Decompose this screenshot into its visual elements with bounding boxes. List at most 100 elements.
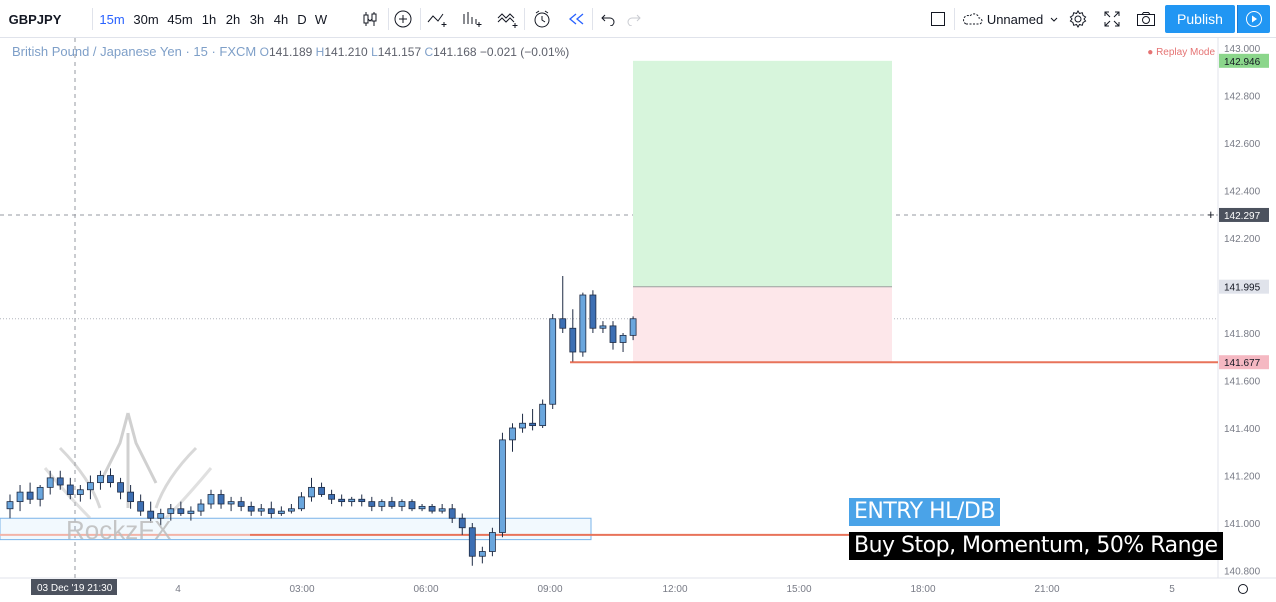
price-tick-label: 142.800 (1224, 92, 1261, 103)
symbol-search-button[interactable]: GBPJPY (8, 11, 62, 27)
compare-add-icon[interactable] (389, 0, 417, 38)
entry-price-label: 141.995 (1224, 283, 1261, 294)
candle-up (227, 501, 235, 505)
candle-down (609, 325, 617, 343)
candle-down (127, 491, 134, 503)
publish-button[interactable]: Publish (1165, 5, 1235, 33)
indicators-icon[interactable] (424, 0, 452, 38)
replay-rewind-icon[interactable] (563, 0, 591, 38)
alert-clock-icon[interactable] (528, 0, 556, 38)
candle-down (66, 484, 74, 495)
time-tick-label: 03:00 (289, 584, 314, 595)
interval-2h[interactable]: 2h (225, 11, 241, 27)
candle-down (559, 318, 567, 329)
candle-up (308, 486, 315, 498)
watermark-stroke (154, 446, 198, 509)
watermark-stroke (126, 412, 158, 484)
publish-options-play-icon[interactable] (1237, 5, 1270, 33)
select-square-icon[interactable] (924, 0, 952, 38)
interval-4h[interactable]: 4h (273, 11, 289, 27)
interval-W[interactable]: W (314, 11, 328, 27)
undo-icon[interactable] (594, 0, 622, 38)
candle-down (267, 508, 275, 514)
candle-down (137, 501, 145, 512)
crosshair-time-bg (31, 579, 117, 595)
candle-down (468, 527, 476, 557)
candle-up (539, 403, 547, 427)
fullscreen-icon[interactable] (1098, 0, 1126, 38)
chart-type-candles-icon[interactable] (356, 0, 384, 38)
financials-icon[interactable] (458, 0, 486, 38)
interval-30m[interactable]: 30m (133, 11, 159, 27)
top-toolbar: GBPJPY 15m 30m 45m 1h 2h 3h 4h D W Unnamed (0, 0, 1276, 38)
entry-detail-label: Buy Stop, Momentum, 50% Range (849, 532, 1223, 560)
interval-D[interactable]: D (297, 11, 307, 27)
price-tick-label: 141.600 (1224, 377, 1261, 388)
candle-up (629, 318, 637, 336)
price-tick-label: 142.600 (1224, 139, 1261, 150)
candle-up (207, 494, 215, 505)
settings-gear-icon[interactable] (1064, 0, 1092, 38)
low-value: 141.157 (377, 45, 422, 59)
snapshot-camera-icon[interactable] (1132, 0, 1160, 38)
candle-up (438, 508, 446, 512)
crosshair-price-label: 142.297 (1224, 211, 1261, 222)
watermark-stroke (43, 467, 92, 520)
candle-up (619, 334, 627, 343)
candle-down (147, 510, 155, 519)
toolbar-divider (524, 8, 525, 30)
candle-down (569, 327, 577, 353)
candle-up (46, 477, 54, 488)
interval-15m[interactable]: 15m (99, 11, 125, 27)
time-tick-label: 09:00 (537, 584, 562, 595)
layout-name-button[interactable]: Unnamed (960, 0, 1060, 38)
candle-up (298, 496, 305, 510)
high-value: 141.210 (324, 45, 368, 59)
candle-down (408, 501, 416, 510)
layout-name: Unnamed (986, 11, 1044, 27)
stop-price-label-bg (1219, 355, 1269, 370)
entry-price-label-bg (1219, 279, 1269, 294)
candle-up (499, 439, 506, 533)
time-tick-label: 21:00 (1034, 584, 1059, 595)
interval-1h[interactable]: 1h (201, 11, 217, 27)
price-chart[interactable]: 143.000142.800142.600142.400142.200142.0… (0, 38, 1276, 602)
candle-down (338, 498, 346, 503)
candle-up (287, 508, 295, 512)
candle-down (318, 486, 325, 495)
candle-down (56, 477, 64, 486)
candle-down (428, 505, 436, 512)
crosshair-plus-icon: + (1207, 207, 1215, 222)
candle-up (87, 482, 94, 491)
candle-down (358, 498, 366, 503)
candle-down (388, 501, 396, 507)
stop-price-label: 141.677 (1224, 358, 1261, 369)
entry-title-label: ENTRY HL/DB (849, 498, 1000, 526)
price-tick-label: 142.400 (1224, 187, 1261, 198)
candle-down (177, 508, 185, 514)
candle-up (257, 508, 265, 512)
watermark-stroke (98, 412, 130, 484)
open-label: O (259, 45, 269, 59)
candle-down (247, 505, 255, 512)
templates-icon[interactable] (494, 0, 522, 38)
axis-settings-gear-icon[interactable] (1238, 584, 1248, 594)
replay-mode-label: Replay Mode (1156, 47, 1215, 58)
candle-up (519, 422, 526, 429)
redo-icon[interactable] (620, 0, 648, 38)
change-value: −0.021 (−0.01%) (479, 45, 570, 59)
toolbar-divider (592, 8, 593, 30)
cloud-icon (962, 13, 983, 25)
interval-3h[interactable]: 3h (249, 11, 265, 27)
candle-up (6, 501, 14, 510)
crosshair-time-label: 03 Dec '19 21:30 (37, 583, 113, 594)
candle-up (167, 508, 175, 514)
candle-up (478, 551, 486, 557)
candle-down (107, 475, 114, 484)
candle-down (448, 508, 456, 519)
candle-down (217, 494, 225, 505)
target-price-label: 142.946 (1224, 57, 1261, 68)
interval-45m[interactable]: 45m (167, 11, 193, 27)
candle-up (97, 475, 104, 484)
candle-up (277, 510, 285, 514)
